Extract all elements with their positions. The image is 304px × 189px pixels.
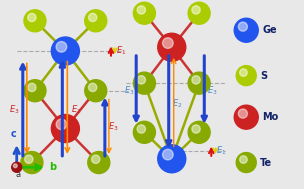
Circle shape xyxy=(88,83,97,92)
Text: b: b xyxy=(49,162,56,172)
Circle shape xyxy=(240,156,247,163)
Circle shape xyxy=(51,115,79,143)
Circle shape xyxy=(158,145,186,173)
Circle shape xyxy=(25,155,33,163)
Circle shape xyxy=(28,83,36,92)
Text: c: c xyxy=(11,129,17,139)
Circle shape xyxy=(238,22,247,31)
Circle shape xyxy=(163,38,173,48)
Text: $E_1$: $E_1$ xyxy=(216,145,227,157)
Circle shape xyxy=(12,162,22,172)
Circle shape xyxy=(238,109,247,118)
Text: S: S xyxy=(260,71,267,81)
Text: $E_2$: $E_2$ xyxy=(172,98,182,110)
Circle shape xyxy=(158,33,186,61)
Circle shape xyxy=(88,152,110,174)
Circle shape xyxy=(137,6,146,14)
Circle shape xyxy=(24,10,46,32)
Text: Ge: Ge xyxy=(262,25,277,35)
Circle shape xyxy=(133,72,155,94)
Circle shape xyxy=(234,18,258,42)
Text: Mo: Mo xyxy=(262,112,278,122)
Text: $E_3$: $E_3$ xyxy=(9,103,19,116)
Circle shape xyxy=(188,72,210,94)
Circle shape xyxy=(163,149,173,160)
Circle shape xyxy=(133,121,155,143)
Circle shape xyxy=(236,153,256,173)
Circle shape xyxy=(192,76,200,84)
Circle shape xyxy=(56,119,67,130)
Circle shape xyxy=(137,76,146,84)
Circle shape xyxy=(56,42,67,52)
Circle shape xyxy=(188,121,210,143)
Circle shape xyxy=(236,66,256,86)
Circle shape xyxy=(88,13,97,22)
Text: a: a xyxy=(15,170,20,179)
Circle shape xyxy=(234,105,258,129)
Text: $E_1$: $E_1$ xyxy=(116,45,126,57)
Circle shape xyxy=(188,2,210,24)
Circle shape xyxy=(24,80,46,102)
Circle shape xyxy=(92,155,100,163)
Text: $E_3$: $E_3$ xyxy=(207,84,218,97)
Text: $E_3$: $E_3$ xyxy=(108,120,119,133)
Circle shape xyxy=(21,152,43,174)
Circle shape xyxy=(13,164,17,168)
Circle shape xyxy=(192,125,200,133)
Circle shape xyxy=(85,80,107,102)
Text: $E_2$: $E_2$ xyxy=(71,103,82,116)
Circle shape xyxy=(192,6,200,14)
Circle shape xyxy=(28,13,36,22)
Text: $E_3$: $E_3$ xyxy=(124,84,135,97)
Circle shape xyxy=(85,10,107,32)
Circle shape xyxy=(240,69,247,76)
Circle shape xyxy=(133,2,155,24)
Circle shape xyxy=(137,125,146,133)
Text: Te: Te xyxy=(260,158,272,167)
Circle shape xyxy=(51,37,79,65)
